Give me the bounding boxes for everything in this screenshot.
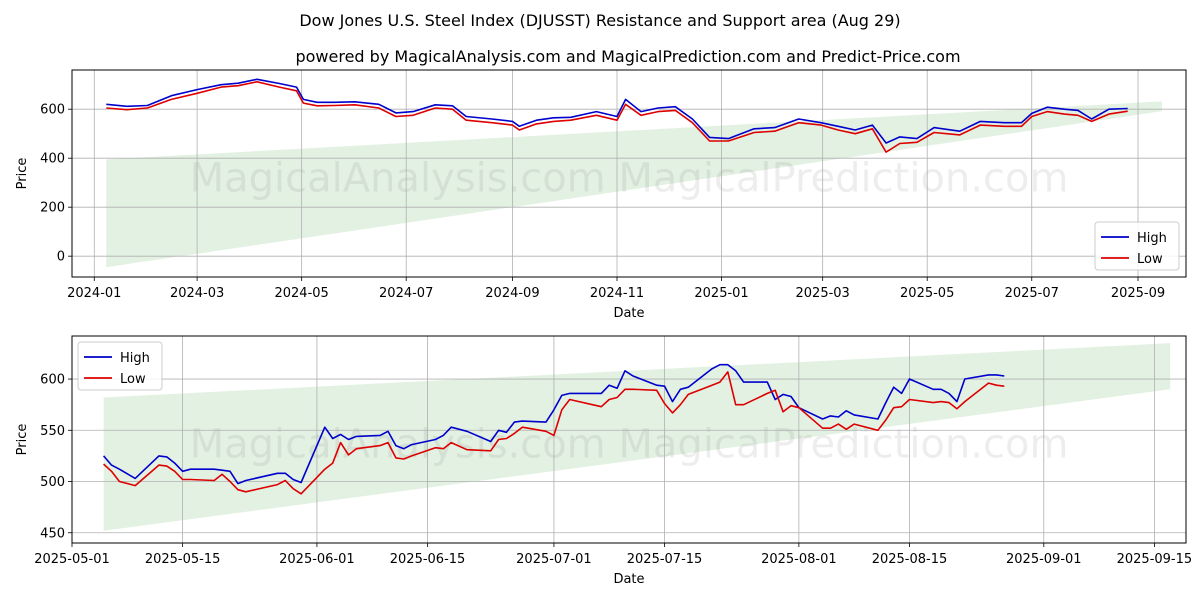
series-line-low [103, 371, 1005, 495]
x-tick-label: 2024-09 [485, 286, 539, 301]
series-line-low [106, 81, 1128, 153]
y-tick-label: 500 [40, 475, 65, 490]
series-line-high [106, 78, 1128, 144]
bottom-chart-panel: MagicalAnalysis.com MagicalPrediction.co… [15, 335, 1193, 587]
x-tick-label: 2025-06-01 [279, 552, 355, 567]
y-tick-label: 200 [40, 201, 65, 216]
y-axis-label: Price [15, 158, 30, 190]
x-tick-label: 2025-07-01 [516, 552, 592, 567]
support-resistance-band [106, 101, 1163, 268]
x-tick-label: 2024-05 [274, 286, 328, 301]
plot-frame [71, 335, 1187, 544]
chart-legend: High Low [77, 341, 163, 391]
x-tick-label: 2025-09 [1111, 286, 1165, 301]
y-tick-label: 450 [40, 526, 65, 541]
x-tick-label: 2025-07 [1005, 286, 1059, 301]
x-tick-label: 2024-01 [67, 286, 121, 301]
chart-title: Dow Jones U.S. Steel Index (DJUSST) Resi… [299, 11, 900, 30]
x-tick-label: 2024-07 [379, 286, 433, 301]
x-tick-label: 2024-11 [590, 286, 644, 301]
x-tick-label: 2025-06-15 [390, 552, 466, 567]
watermark-text: MagicalAnalysis.com MagicalPrediction.co… [190, 422, 1069, 468]
x-tick-label: 2025-01 [694, 286, 748, 301]
y-tick-label: 600 [40, 373, 65, 388]
x-tick-label: 2025-05 [900, 286, 954, 301]
series-line-high [102, 363, 1005, 485]
legend-label-high: High [120, 351, 150, 366]
x-tick-label: 2025-08-01 [761, 552, 837, 567]
x-axis-label: Date [613, 572, 644, 587]
y-tick-label: 550 [40, 424, 65, 439]
watermark-text: MagicalAnalysis.com MagicalPrediction.co… [190, 156, 1069, 202]
y-axis-label: Price [15, 424, 30, 456]
y-tick-label: 600 [40, 103, 65, 118]
y-tick-label: 0 [57, 250, 65, 265]
plot-frame [71, 69, 1187, 278]
x-tick-label: 2025-03 [796, 286, 850, 301]
y-tick-label: 400 [40, 152, 65, 167]
x-tick-label: 2024-03 [170, 286, 224, 301]
legend-label-low: Low [120, 372, 146, 387]
x-tick-label: 2025-09-01 [1006, 552, 1082, 567]
x-axis-label: Date [613, 306, 644, 321]
x-tick-label: 2025-09-15 [1117, 552, 1193, 567]
legend-label-low: Low [1137, 252, 1163, 267]
chart-legend: High Low [1094, 221, 1180, 271]
x-tick-label: 2025-05-01 [34, 552, 110, 567]
legend-label-high: High [1137, 231, 1167, 246]
x-tick-label: 2025-07-15 [627, 552, 703, 567]
chart-subtitle: powered by MagicalAnalysis.com and Magic… [295, 47, 960, 66]
x-tick-label: 2025-08-15 [872, 552, 948, 567]
top-chart-panel: MagicalAnalysis.com MagicalPrediction.co… [15, 69, 1187, 321]
x-tick-label: 2025-05-15 [145, 552, 221, 567]
